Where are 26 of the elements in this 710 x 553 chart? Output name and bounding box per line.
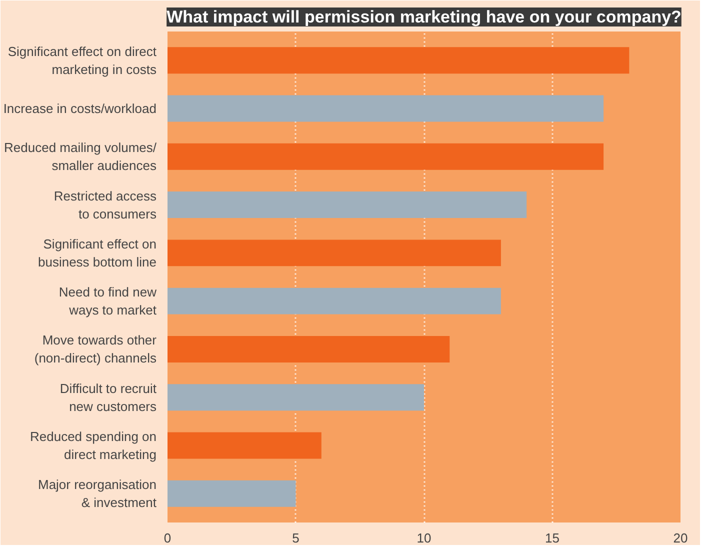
x-tick-label: 10 [416, 530, 432, 546]
x-tick-label: 15 [545, 530, 560, 546]
y-tick-label: Significant effect on business bottom line [38, 236, 157, 270]
x-tick-label: 5 [292, 530, 300, 546]
bar [168, 95, 604, 122]
x-tick-label: 0 [164, 530, 172, 546]
y-tick-label: Major reorganisation & investment [38, 477, 157, 510]
y-tick-label: Reduced mailing volumes/ smaller audiences [4, 140, 157, 174]
y-tick-label: Move towards other (non-direct) channels [34, 332, 158, 366]
chart-title: What impact will permission marketing have on your company? [166, 8, 682, 26]
bar [168, 336, 450, 362]
y-tick-label: Significant effect on direct marketing in costs [8, 44, 157, 77]
bar [168, 384, 424, 411]
bar [168, 47, 630, 74]
x-tick-label: 20 [673, 530, 688, 546]
bar [168, 432, 322, 459]
y-tick-label: Difficult to recruit new customers [60, 380, 157, 414]
bar [168, 240, 501, 266]
y-tick-label: Reduced spending on direct marketing [30, 428, 157, 462]
y-tick-label: Need to find new ways to market [58, 284, 158, 318]
bar [168, 143, 604, 170]
bar [168, 480, 296, 507]
y-tick-label: Increase in costs/workload [3, 101, 157, 116]
y-tick-label: Restricted access to consumers [54, 188, 157, 222]
bar [168, 288, 501, 314]
bar [168, 192, 527, 218]
